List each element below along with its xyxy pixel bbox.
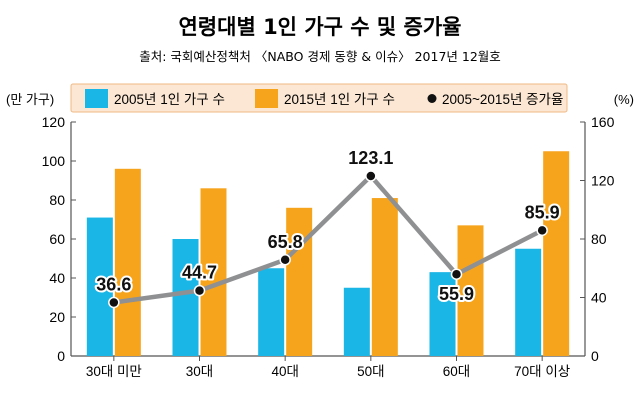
- y-left-tick-label: 20: [49, 309, 65, 325]
- x-tick-label: 30대: [186, 364, 213, 379]
- bar-2015: [286, 207, 313, 356]
- y-axis-right-label: (%): [614, 92, 634, 107]
- y-right-tick-label: 80: [591, 231, 607, 247]
- legend-marker-rate: [427, 94, 437, 103]
- rate-data-label: 55.9: [439, 284, 474, 304]
- bar-2005: [429, 272, 456, 356]
- bar-2005: [172, 239, 199, 356]
- y-left-tick-label: 100: [42, 153, 66, 169]
- x-tick-label: 60대: [443, 364, 470, 379]
- rate-line: [113, 173, 544, 305]
- plot-area: 0 20 40 60 80 100 120 0 40 80 120 160 30대 미만 30대 40대 50…: [42, 114, 615, 379]
- rate-point: [450, 268, 463, 280]
- legend-label-2015: 2015년 1인 가구 수: [284, 92, 395, 107]
- chart-source: 출처: 국회예산정책처 〈NABO 경제 동향 & 이슈〉 2017년 12월호: [139, 49, 501, 64]
- rate-point: [108, 296, 120, 309]
- rate-data-label: 123.1: [348, 148, 393, 168]
- y-left-tick-label: 0: [57, 348, 65, 364]
- y-left-tick-label: 80: [49, 192, 65, 208]
- rate-point: [279, 254, 291, 266]
- rate-point: [536, 224, 548, 237]
- rate-data-label: 65.8: [268, 232, 303, 252]
- rate-data-label: 85.9: [525, 202, 560, 222]
- x-tick-label: 40대: [271, 364, 298, 379]
- bar-2015: [114, 168, 141, 356]
- x-tick-label: 30대 미만: [86, 364, 142, 379]
- bar-2005: [343, 287, 370, 356]
- legend: 2005년 1인 가구 수 2015년 1인 가구 수 2005~2015년 증…: [70, 83, 568, 113]
- legend-label-rate: 2005~2015년 증가율: [442, 92, 563, 107]
- rate-data-label: 36.6: [96, 274, 131, 294]
- y-right-tick-label: 120: [591, 173, 615, 189]
- bar-2015: [200, 188, 227, 356]
- y-right-tick-label: 160: [591, 114, 615, 130]
- legend-box: [70, 83, 568, 113]
- bar-2015: [543, 151, 570, 356]
- bar-2015: [371, 198, 398, 356]
- y-left-tick-label: 120: [42, 114, 66, 130]
- x-tick-label: 50대: [357, 364, 384, 379]
- y-right-tick-label: 0: [591, 348, 599, 364]
- bar-2005: [515, 248, 542, 356]
- x-tick-label: 70대 이상: [514, 364, 570, 379]
- rate-point: [365, 170, 377, 182]
- y-left-tick-label: 40: [49, 270, 65, 286]
- y-axis-left-label: (만 가구): [6, 92, 54, 107]
- legend-swatch-2005: [85, 89, 108, 108]
- legend-label-2005: 2005년 1인 가구 수: [114, 92, 225, 107]
- chart-title: 연령대별 1인 가구 수 및 증가율: [178, 15, 461, 39]
- y-left-tick-label: 60: [49, 231, 65, 247]
- y-right-tick-label: 40: [591, 290, 607, 306]
- legend-swatch-2015: [255, 89, 278, 108]
- bar-2015: [457, 225, 484, 356]
- bar-2005: [258, 268, 285, 356]
- bar-2005: [86, 217, 113, 356]
- rate-point: [193, 284, 206, 297]
- rate-data-label: 44.7: [182, 263, 217, 283]
